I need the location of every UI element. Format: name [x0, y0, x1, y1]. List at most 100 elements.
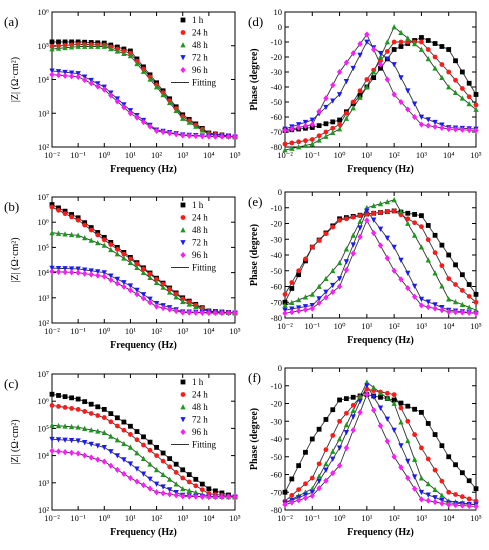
y-tick-label: 10⁷ [38, 369, 50, 379]
marker-1h [141, 434, 146, 440]
marker-72h [371, 217, 377, 223]
marker-72h [336, 92, 343, 98]
marker-72h [147, 476, 153, 482]
panel-label: (f) [248, 370, 261, 385]
marker-48h [357, 393, 363, 399]
marker-48h [62, 231, 68, 237]
panel-label: (a) [4, 14, 18, 29]
marker-1h [309, 436, 315, 442]
marker-24h [323, 129, 329, 135]
marker-24h [108, 419, 114, 425]
marker-48h [371, 384, 377, 390]
marker-96h [95, 83, 101, 90]
marker-96h [232, 133, 238, 140]
x-tick-label: 10³ [177, 150, 189, 160]
marker-24h [303, 138, 308, 144]
marker-24h [405, 216, 411, 222]
marker-24h [316, 238, 322, 243]
x-tick-label: 10² [389, 513, 401, 523]
marker-96h [101, 458, 107, 465]
marker-48h [108, 45, 114, 52]
marker-1h [49, 202, 55, 207]
marker-24h [303, 256, 308, 262]
marker-72h [167, 487, 173, 493]
marker-72h [55, 437, 62, 443]
legend-marker [180, 379, 186, 385]
y-tick-label: -30 [271, 416, 282, 426]
marker-24h [432, 54, 438, 60]
marker-24h [398, 405, 404, 411]
x-tick-label: 10⁴ [443, 513, 455, 523]
plot-frame [284, 11, 477, 148]
marker-24h [446, 69, 452, 75]
marker-24h [49, 204, 55, 210]
marker-48h [398, 208, 404, 215]
marker-1h [412, 212, 418, 217]
marker-48h [134, 264, 140, 270]
marker-72h [49, 68, 55, 74]
marker-72h [411, 101, 418, 107]
marker-96h [193, 493, 199, 500]
marker-48h [405, 35, 411, 41]
marker-96h [140, 295, 147, 302]
marker-72h [95, 269, 101, 275]
marker-48h [134, 450, 140, 456]
marker-48h [371, 69, 377, 75]
legend-marker [180, 251, 186, 259]
marker-96h [101, 86, 107, 93]
marker-96h [452, 126, 459, 133]
marker-48h [55, 422, 62, 429]
marker-1h [296, 272, 302, 278]
marker-24h [364, 77, 370, 82]
marker-96h [55, 448, 62, 455]
marker-24h [289, 492, 295, 498]
marker-96h [364, 391, 370, 398]
marker-72h [330, 98, 336, 104]
marker-96h [343, 59, 350, 66]
marker-96h [140, 118, 147, 126]
marker-48h [323, 133, 329, 139]
marker-1h [473, 291, 479, 297]
marker-48h [439, 492, 445, 498]
marker-48h [95, 240, 101, 246]
marker-48h [101, 429, 107, 436]
marker-48h [49, 46, 55, 52]
marker-96h [343, 266, 350, 274]
marker-48h [343, 115, 350, 121]
marker-24h [350, 214, 356, 220]
marker-48h [121, 255, 127, 261]
marker-48h [140, 269, 147, 275]
marker-96h [459, 502, 465, 509]
marker-96h [432, 498, 438, 506]
y-tick-label: 10⁵ [38, 242, 50, 252]
marker-72h [377, 226, 384, 232]
marker-1h [180, 467, 186, 473]
marker-24h [108, 242, 114, 247]
marker-96h [153, 489, 160, 496]
marker-48h [127, 53, 134, 59]
marker-24h [309, 244, 315, 250]
marker-24h [405, 418, 411, 424]
marker-24h [82, 222, 88, 228]
marker-96h [108, 92, 114, 99]
y-tick-label: -60 [271, 470, 282, 480]
marker-48h [439, 74, 445, 81]
marker-96h [193, 132, 199, 140]
marker-48h [466, 304, 472, 310]
marker-48h [193, 123, 199, 129]
marker-96h [323, 95, 329, 102]
marker-24h [180, 475, 186, 481]
marker-48h [446, 296, 452, 302]
legend-label: Fitting [192, 440, 217, 450]
marker-96h [225, 309, 232, 317]
marker-24h [337, 418, 342, 424]
marker-1h [466, 478, 472, 484]
x-tick-label: 10⁵ [470, 150, 482, 160]
marker-1h [378, 394, 383, 400]
marker-24h [357, 88, 363, 94]
x-tick-label: 10⁰ [334, 513, 347, 523]
x-tick-label: 10³ [177, 326, 189, 336]
marker-72h [425, 117, 431, 123]
marker-72h [108, 273, 114, 279]
marker-24h [446, 276, 452, 282]
